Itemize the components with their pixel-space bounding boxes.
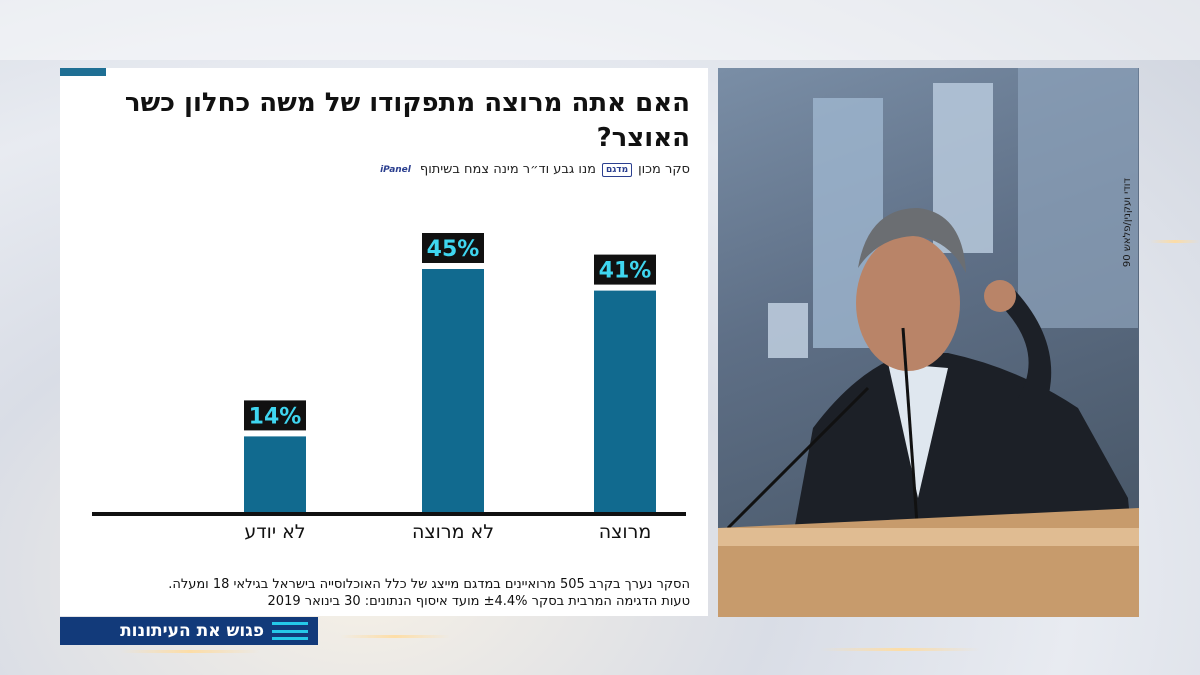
value-label-2: 14%	[249, 404, 302, 429]
bg-light-streak	[1150, 240, 1200, 243]
madgam-logo: מדגם	[601, 162, 633, 177]
bg-light-streak	[340, 635, 450, 638]
category-label-1: לא מרוצה	[412, 521, 494, 543]
bg-light-streak	[820, 648, 980, 651]
speaker-illustration	[718, 68, 1139, 617]
ipanel-logo: iPanel	[380, 164, 411, 175]
footnote-line-1: הסקר נערך בקרב 505 מרואיינים במדגם מייצג…	[168, 577, 690, 592]
bg-light-streak	[120, 650, 260, 653]
survey-footnote: הסקר נערך בקרב 505 מרואיינים במדגם מייצג…	[70, 576, 690, 610]
subtitle-rest: מנו גבע וד״ר מינה צמח בשיתוף	[419, 162, 596, 177]
bar-chart: 41% 45% 14% מרוצה לא מרוצה לא יודע	[92, 233, 686, 543]
footnote-line-2: טעות הדגימה המרבית בסקר ±4.4% מועד איסוף…	[267, 594, 690, 609]
bar-1	[422, 269, 484, 512]
program-ribbon: פגוש את העיתונות	[60, 617, 318, 645]
photo-credit: דודי ועקנין/פלאש 90	[1122, 178, 1133, 268]
category-label-0: מרוצה	[599, 521, 652, 543]
chart-subtitle: סקר מכון מדגם מנו גבע וד״ר מינה צמח בשית…	[377, 162, 690, 177]
bar-2	[244, 436, 306, 512]
bar-0	[594, 290, 656, 512]
subtitle-prefix: סקר מכון	[638, 162, 690, 177]
value-label-bg-2	[244, 400, 306, 431]
chart-panel: האם אתה מרוצה מתפקודו של משה כחלון כשר ה…	[60, 68, 708, 616]
panel-accent-bar	[60, 68, 106, 76]
bg-band-top	[0, 0, 1200, 60]
value-label-bg-0	[594, 254, 656, 285]
program-title: פגוש את העיתונות	[120, 621, 264, 641]
category-label-2: לא יודע	[244, 521, 305, 543]
chart-title: האם אתה מרוצה מתפקודו של משה כחלון כשר ה…	[124, 88, 690, 153]
value-label-1: 45%	[427, 237, 480, 262]
menu-icon	[272, 622, 308, 640]
value-label-bg-1	[422, 233, 484, 263]
speaker-photo: דודי ועקנין/פלאש 90	[718, 68, 1139, 617]
value-label-0: 41%	[599, 259, 652, 284]
